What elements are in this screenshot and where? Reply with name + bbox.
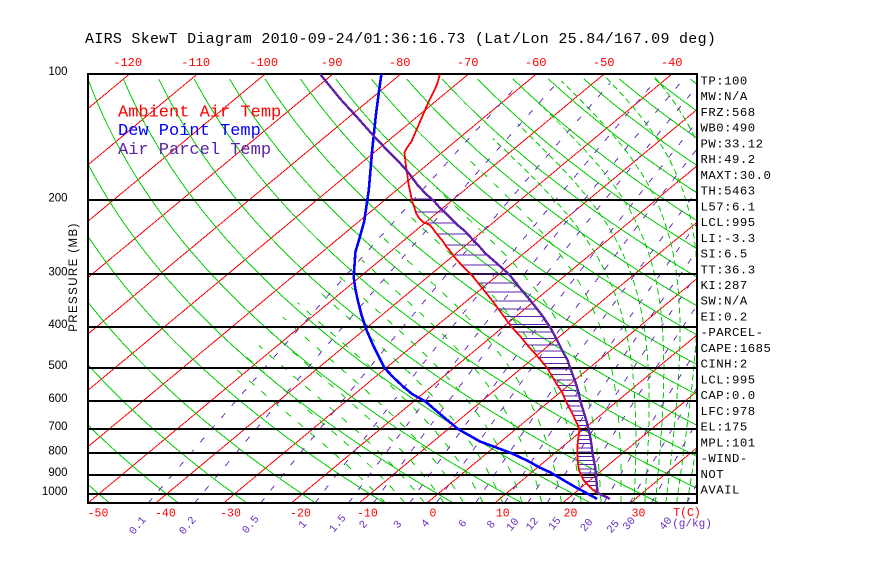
svg-text:-50: -50 (593, 56, 615, 70)
svg-text:-110: -110 (181, 56, 210, 70)
svg-text:AVAIL: AVAIL (701, 484, 740, 498)
svg-text:-80: -80 (389, 56, 411, 70)
svg-text:AIRS SkewT Diagram 2010-09-24/: AIRS SkewT Diagram 2010-09-24/01:36:16.7… (85, 31, 716, 48)
svg-text:TT:36.3: TT:36.3 (701, 263, 756, 277)
svg-text:800: 800 (48, 446, 67, 458)
svg-text:30: 30 (632, 508, 646, 521)
svg-text:MAXT:30.0: MAXT:30.0 (701, 169, 772, 183)
svg-text:-40: -40 (661, 56, 683, 70)
svg-text:PRESSURE (MB): PRESSURE (MB) (68, 222, 80, 332)
svg-text:200: 200 (48, 193, 67, 205)
svg-text:-50: -50 (88, 508, 109, 521)
svg-text:600: 600 (48, 393, 67, 405)
svg-text:20: 20 (564, 508, 578, 521)
svg-text:Dew Point Temp: Dew Point Temp (118, 122, 261, 141)
svg-text:CAP:0.0: CAP:0.0 (701, 389, 756, 403)
svg-text:-PARCEL-: -PARCEL- (701, 326, 764, 340)
svg-text:TP:100: TP:100 (701, 75, 748, 89)
svg-text:300: 300 (48, 267, 67, 279)
svg-text:SW:N/A: SW:N/A (701, 295, 748, 309)
svg-text:-WIND-: -WIND- (701, 452, 748, 466)
svg-text:Air Parcel Temp: Air Parcel Temp (118, 141, 271, 160)
svg-text:EI:0.2: EI:0.2 (701, 311, 748, 325)
svg-text:100: 100 (48, 66, 67, 78)
svg-text:LCL:995: LCL:995 (701, 373, 756, 387)
svg-text:-100: -100 (249, 56, 278, 70)
svg-text:-70: -70 (457, 56, 479, 70)
svg-text:T(C): T(C) (673, 507, 701, 520)
svg-text:PW:33.12: PW:33.12 (701, 137, 764, 151)
svg-text:MPL:101: MPL:101 (701, 436, 756, 450)
svg-text:-40: -40 (155, 508, 176, 521)
svg-text:RH:49.2: RH:49.2 (701, 153, 756, 167)
svg-text:CAPE:1685: CAPE:1685 (701, 342, 772, 356)
svg-text:SI:6.5: SI:6.5 (701, 248, 748, 262)
svg-text:L57:6.1: L57:6.1 (701, 200, 756, 214)
svg-text:0: 0 (430, 508, 437, 521)
svg-text:400: 400 (48, 319, 67, 331)
svg-text:LFC:978: LFC:978 (701, 405, 756, 419)
svg-text:(g/kg): (g/kg) (672, 519, 712, 531)
svg-text:NOT: NOT (701, 468, 725, 482)
svg-text:MW:N/A: MW:N/A (701, 90, 748, 104)
svg-text:500: 500 (48, 360, 67, 372)
svg-text:-60: -60 (525, 56, 547, 70)
svg-text:Ambient Air Temp: Ambient Air Temp (118, 104, 281, 123)
svg-text:KI:287: KI:287 (701, 279, 748, 293)
svg-text:-90: -90 (321, 56, 343, 70)
svg-text:-20: -20 (290, 508, 311, 521)
svg-text:EL:175: EL:175 (701, 421, 748, 435)
svg-text:LI:-3.3: LI:-3.3 (701, 232, 756, 246)
svg-text:-120: -120 (113, 56, 142, 70)
svg-text:-30: -30 (220, 508, 241, 521)
svg-text:CINH:2: CINH:2 (701, 358, 748, 372)
svg-text:LCL:995: LCL:995 (701, 216, 756, 230)
svg-text:WB0:490: WB0:490 (701, 122, 756, 136)
svg-text:FRZ:568: FRZ:568 (701, 106, 756, 120)
svg-text:700: 700 (48, 421, 67, 433)
svg-text:900: 900 (48, 467, 67, 479)
svg-text:10: 10 (496, 508, 510, 521)
svg-text:TH:5463: TH:5463 (701, 185, 756, 199)
svg-text:-10: -10 (357, 508, 378, 521)
svg-text:1000: 1000 (42, 486, 68, 498)
